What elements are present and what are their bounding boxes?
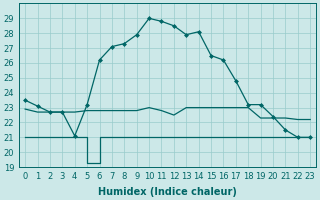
X-axis label: Humidex (Indice chaleur): Humidex (Indice chaleur) (98, 187, 237, 197)
